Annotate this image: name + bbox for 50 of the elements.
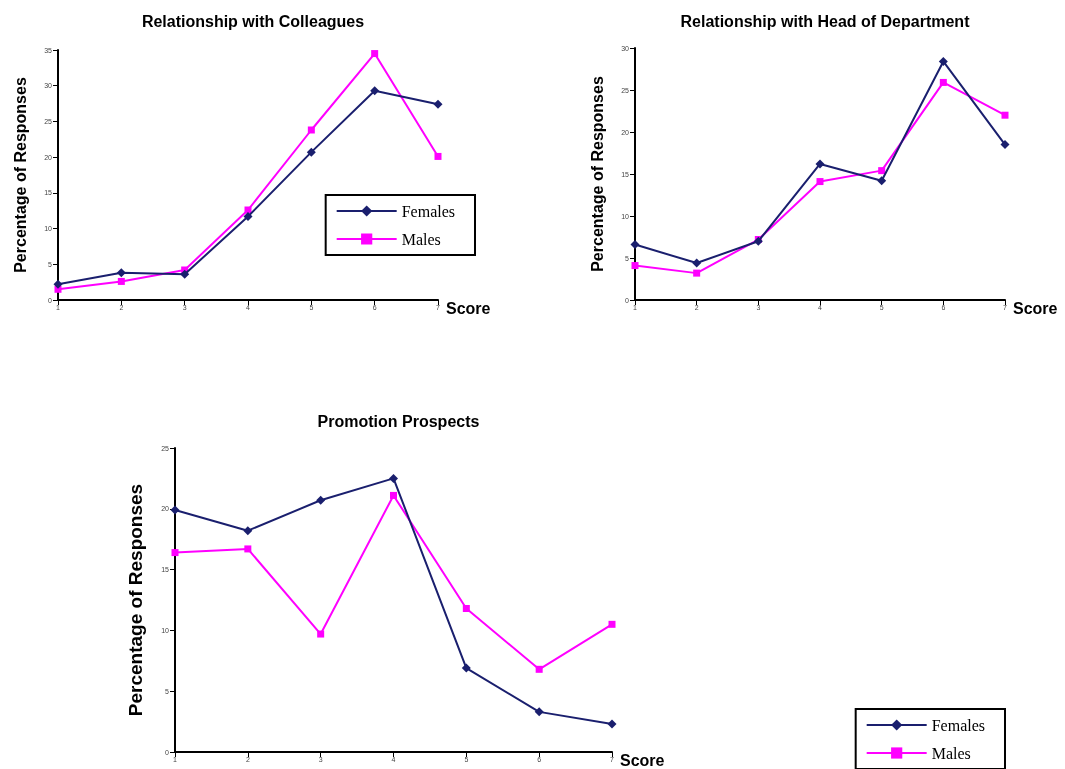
point: [171, 549, 179, 557]
legend-label: Males: [401, 230, 441, 248]
x-axis-title: Score: [446, 299, 491, 317]
y-axis-title: Percentage of Responses: [11, 77, 29, 273]
y-axis-title: Percentage of Responses: [588, 76, 606, 272]
point: [390, 491, 397, 499]
point: [170, 505, 180, 515]
point: [1001, 111, 1009, 119]
point: [815, 159, 825, 169]
point: [693, 269, 701, 277]
point: [692, 258, 702, 268]
point: [370, 86, 380, 96]
point: [389, 473, 398, 483]
x-axis-title: Score: [1013, 299, 1058, 317]
point: [307, 126, 315, 134]
legend-label: Females: [401, 202, 456, 220]
point: [180, 269, 190, 279]
point: [1000, 140, 1010, 150]
point: [878, 167, 886, 175]
y-axis-title: Percentage of Responses: [125, 483, 146, 717]
point: [877, 176, 887, 186]
point: [117, 277, 125, 285]
legend-label: Females: [931, 716, 986, 734]
point: [243, 211, 253, 221]
point: [608, 620, 616, 628]
point: [939, 78, 947, 86]
legend-label: Males: [931, 744, 971, 762]
point: [371, 50, 379, 58]
point: [938, 56, 948, 66]
point: [607, 719, 617, 729]
point: [116, 268, 126, 278]
point: [306, 147, 316, 157]
chart-title: Promotion Prospects: [317, 412, 480, 430]
chart-title: Relationship with Head of Department: [680, 12, 971, 30]
point: [434, 152, 442, 160]
point: [631, 262, 639, 270]
point: [244, 545, 252, 553]
point: [816, 178, 824, 186]
chart-title: Relationship with Colleagues: [141, 12, 365, 30]
point: [317, 630, 325, 638]
point: [535, 665, 543, 673]
point: [461, 663, 471, 673]
point: [433, 99, 443, 109]
point: [316, 495, 326, 505]
point: [534, 707, 544, 717]
point: [462, 605, 470, 613]
point: [630, 240, 640, 250]
point: [53, 279, 63, 289]
x-axis-title: Score: [620, 751, 665, 769]
point: [243, 526, 253, 536]
